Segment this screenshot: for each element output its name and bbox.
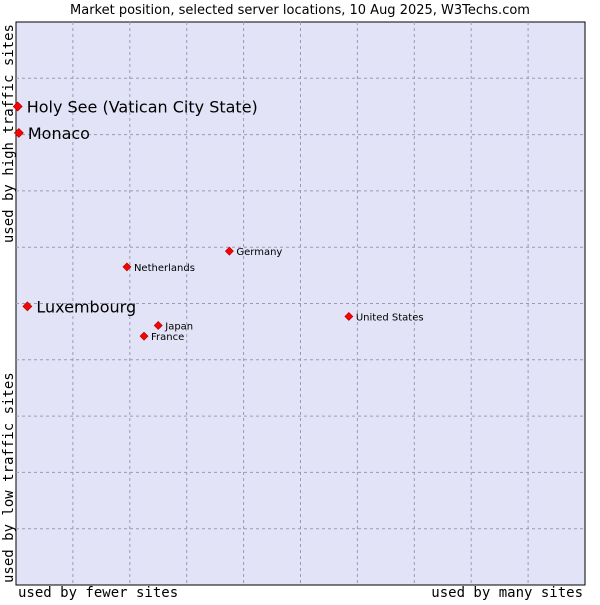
point-marker bbox=[12, 101, 23, 112]
point-marker bbox=[122, 262, 132, 272]
x-axis-label-low: used by fewer sites bbox=[18, 585, 178, 600]
data-points: Holy See (Vatican City State) Monaco Luxem… bbox=[12, 97, 424, 343]
point-label: Germany bbox=[236, 247, 282, 258]
point-label: Monaco bbox=[28, 124, 90, 143]
point-label: France bbox=[151, 332, 184, 343]
point-label: Netherlands bbox=[134, 263, 195, 274]
data-point-holy-see-vatican-city-state: Holy See (Vatican City State) bbox=[12, 97, 258, 116]
point-label: United States bbox=[356, 312, 424, 323]
point-marker bbox=[153, 321, 163, 330]
data-point-netherlands: Netherlands bbox=[122, 262, 195, 274]
point-marker bbox=[22, 301, 33, 312]
y-axis-label-low: used by low traffic sites bbox=[1, 372, 17, 583]
data-point-monaco: Monaco bbox=[13, 124, 90, 143]
point-label: Japan bbox=[164, 321, 193, 332]
y-axis-label-high: used by high traffic sites bbox=[1, 24, 17, 243]
grid-lines bbox=[16, 22, 585, 585]
data-point-luxembourg: Luxembourg bbox=[22, 297, 136, 316]
point-marker bbox=[224, 246, 234, 256]
point-label: Holy See (Vatican City State) bbox=[27, 97, 258, 116]
point-marker bbox=[139, 331, 149, 341]
data-point-france: France bbox=[139, 331, 184, 343]
point-label: Luxembourg bbox=[36, 297, 136, 316]
chart-title: Market position, selected server locatio… bbox=[70, 3, 530, 18]
data-point-united-states: United States bbox=[344, 312, 424, 323]
data-point-japan: Japan bbox=[153, 321, 193, 332]
point-marker bbox=[344, 312, 354, 321]
x-axis-label-high: used by many sites bbox=[431, 585, 583, 600]
data-point-germany: Germany bbox=[224, 246, 282, 258]
point-marker bbox=[13, 127, 24, 138]
